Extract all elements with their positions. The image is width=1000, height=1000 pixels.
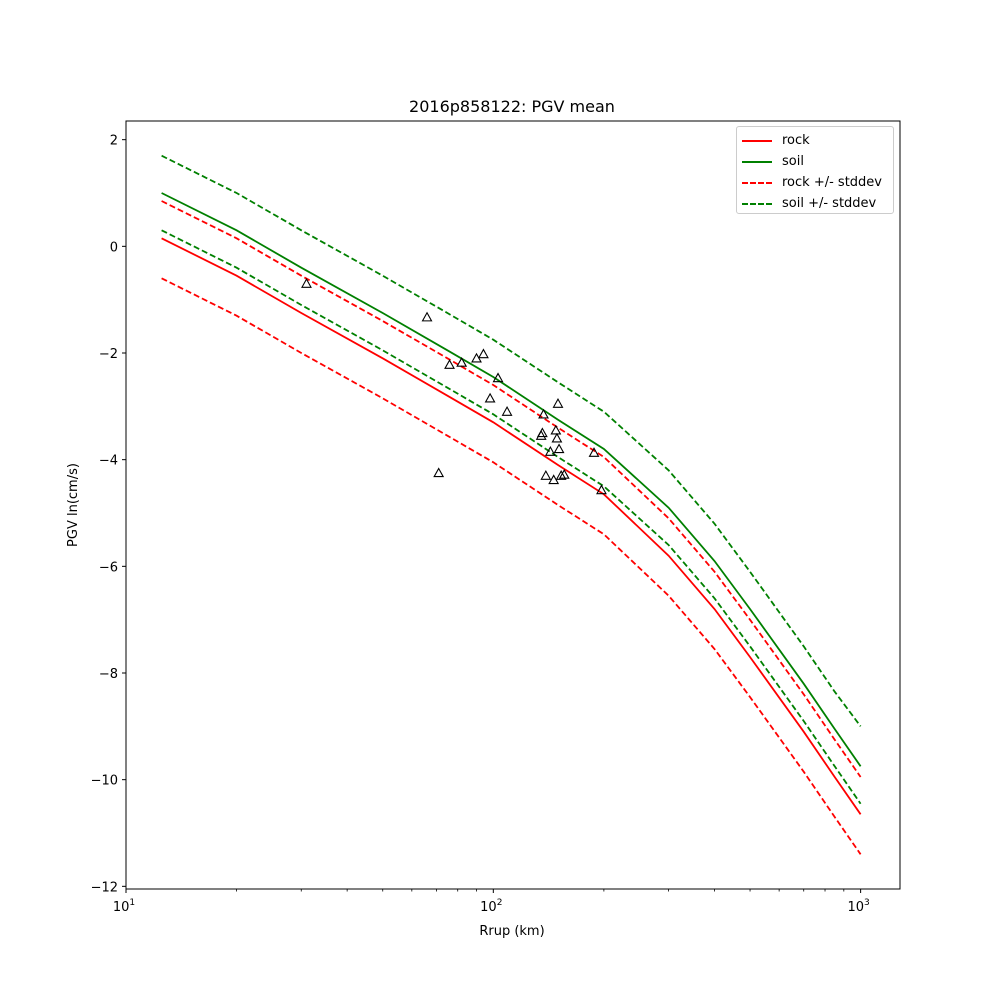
legend-label: soil <box>782 154 804 169</box>
chart-title: 2016p858122: PGV mean <box>409 97 615 116</box>
plot-frame <box>125 120 901 890</box>
legend-label: soil +/- stddev <box>782 196 877 211</box>
observation-point <box>550 424 562 435</box>
legend-swatch <box>742 181 772 184</box>
y-axis-label: PGV ln(cm/s) <box>66 463 81 547</box>
observation-point <box>596 484 607 495</box>
observation-markers <box>301 278 607 495</box>
legend-item-rock-stddev: rock +/- stddev <box>737 172 893 193</box>
legend-label: rock +/- stddev <box>782 175 882 190</box>
observation-point <box>456 356 468 367</box>
observation-point <box>551 432 563 443</box>
legend-swatch <box>742 202 772 205</box>
observation-point <box>553 443 565 454</box>
legend-swatch <box>742 139 772 142</box>
observation-point <box>478 348 489 359</box>
observation-point <box>558 468 570 479</box>
legend-item-soil: soil <box>737 151 893 172</box>
y-tick-label: −8 <box>99 667 118 682</box>
observation-point <box>484 392 496 403</box>
y-tick-label: −10 <box>91 774 118 789</box>
series-lower-bound-2 <box>161 229 862 805</box>
observation-point <box>536 427 548 438</box>
x-axis-label: Rrup (km) <box>479 924 544 939</box>
legend-label: rock <box>782 133 810 148</box>
y-tick-label: −12 <box>91 880 118 895</box>
observation-point <box>501 406 513 416</box>
y-tick-label: −6 <box>99 560 118 575</box>
observation-point <box>540 470 552 480</box>
observation-point <box>421 311 433 322</box>
observation-point <box>588 447 600 457</box>
observation-point <box>544 446 556 456</box>
observation-point <box>552 398 564 408</box>
observation-point <box>301 278 312 288</box>
series-soil <box>161 192 862 767</box>
legend-item-rock: rock <box>737 130 893 151</box>
observation-point <box>433 467 445 478</box>
y-tick-label: 0 <box>110 240 118 255</box>
series-rock <box>161 237 862 815</box>
series-rock-stddev <box>161 200 862 778</box>
series-layer <box>161 154 862 855</box>
observation-point <box>492 372 504 383</box>
series-soil-stddev <box>161 154 862 727</box>
legend-item-soil-stddev: soil +/- stddev <box>737 193 893 214</box>
y-tick-label: −4 <box>99 454 118 469</box>
observation-point <box>555 470 567 480</box>
series-lower-bound-1 <box>161 277 862 855</box>
y-tick-label: 2 <box>110 134 118 149</box>
legend: rock soil rock +/- stddev soil +/- stddev <box>736 126 894 214</box>
y-tick-label: −2 <box>99 347 118 362</box>
observation-point <box>538 408 549 419</box>
legend-swatch <box>742 160 772 163</box>
observation-point <box>444 359 455 369</box>
